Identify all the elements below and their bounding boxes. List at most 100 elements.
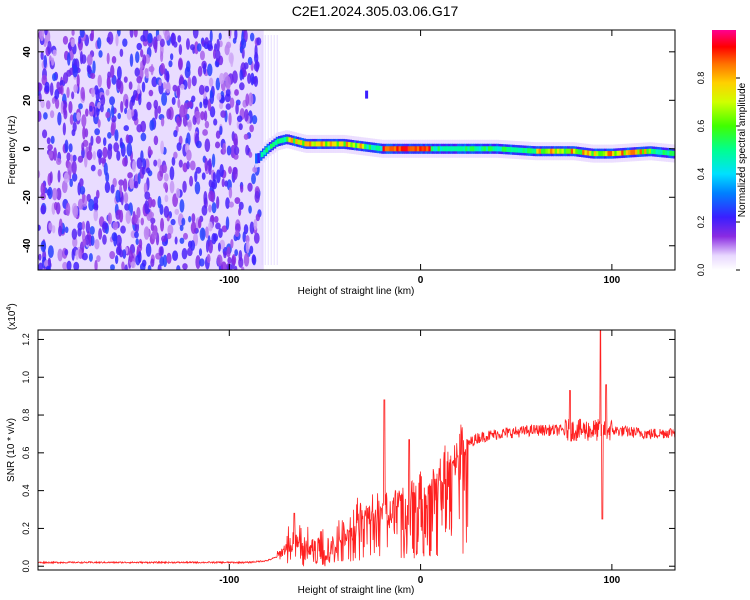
track-core [368,144,372,150]
noise-blob [178,44,183,56]
noise-blob [148,65,155,73]
track-core [511,147,514,153]
track-core [311,141,315,147]
noise-blob [195,166,202,174]
track-core [655,149,659,155]
x-tick-label: -100 [219,575,239,586]
noise-blob [173,130,178,138]
noise-blob [153,135,159,146]
track-core [607,151,611,157]
noise-blob [247,73,252,84]
track-core [570,148,574,154]
track-core [616,150,620,156]
noise-blob [136,157,143,169]
track-core [485,146,489,152]
noise-blob [75,249,80,261]
noise-blob [122,249,127,259]
noise-blob [249,32,255,42]
noise-blob [251,114,258,125]
noise-blob [221,178,225,188]
noise-blob [188,215,192,223]
noise-blob [161,235,167,243]
noise-blob [229,97,235,108]
track-core [595,151,599,157]
track-core [407,146,411,152]
noise-blob [98,228,103,240]
noise-blob [192,30,199,39]
noise-blob [179,237,185,244]
track-core [364,144,367,150]
noise-blob [107,146,113,160]
noise-blob [205,239,209,253]
colorbar-ticks: 0.0 0.2 0.4 0.6 0.8 [696,72,740,276]
track-core [288,137,292,143]
noise-blob [253,232,260,244]
noise-blob [186,60,191,72]
track-core [517,147,521,153]
track-core [657,149,661,155]
spectrogram-x-axis-label: Height of straight line (km) [298,286,415,297]
noise-blob [238,123,243,131]
noise-blob [94,259,98,270]
track-core [568,148,572,154]
track-core [644,149,647,155]
track-core [522,147,526,153]
noise-blob [71,228,78,240]
noise-blob [47,257,51,267]
noise-blob [140,217,145,226]
track-core [299,140,303,146]
spectrogram-noise-region [38,30,278,270]
noise-blob [191,75,197,87]
track-core [625,150,629,156]
noise-blob [212,172,217,182]
noise-blob [76,74,80,88]
track-core [370,144,374,150]
track-core [598,151,602,157]
noise-blob [150,258,155,267]
noise-blob [211,233,217,245]
noise-blob [255,213,261,222]
track-core [380,146,383,152]
noise-blob [169,166,175,181]
track-core [467,146,471,152]
track-core [605,151,608,157]
noise-blob [81,142,85,151]
noise-blob [247,182,253,192]
noise-blob [133,30,138,38]
noise-blob [233,146,240,155]
track-core [579,149,583,155]
noise-blob [222,142,227,155]
snr-scale-factor: (x104) [6,303,18,330]
noise-blob [208,221,213,232]
noise-blob [228,52,234,64]
noise-blob [249,124,254,133]
noise-blob [80,86,85,100]
noise-blob [71,172,78,182]
noise-blob [251,254,256,265]
noise-blob [238,201,244,210]
noise-blob [251,173,256,185]
noise-blob [129,30,134,38]
noise-blob [208,204,212,213]
noise-blob [84,154,88,168]
noise-blob [90,235,95,247]
noise-blob [128,81,133,90]
noise-blob [164,194,169,203]
track-core [499,146,503,152]
noise-blob [93,202,99,211]
track-core [536,148,540,154]
noise-blob [38,224,41,231]
noise-blob [62,261,68,270]
noise-blob [39,30,45,42]
noise-blob [242,231,246,243]
noise-blob [43,55,48,69]
noise-blob [216,38,220,52]
noise-blob [57,248,63,262]
colorbar-tick-label: 0.8 [696,72,706,85]
track-core [389,146,393,152]
noise-blob [240,185,244,193]
noise-blob [228,112,232,126]
y-tick-label: -20 [22,190,33,205]
noise-blob [245,93,250,107]
noise-blob [218,228,223,239]
